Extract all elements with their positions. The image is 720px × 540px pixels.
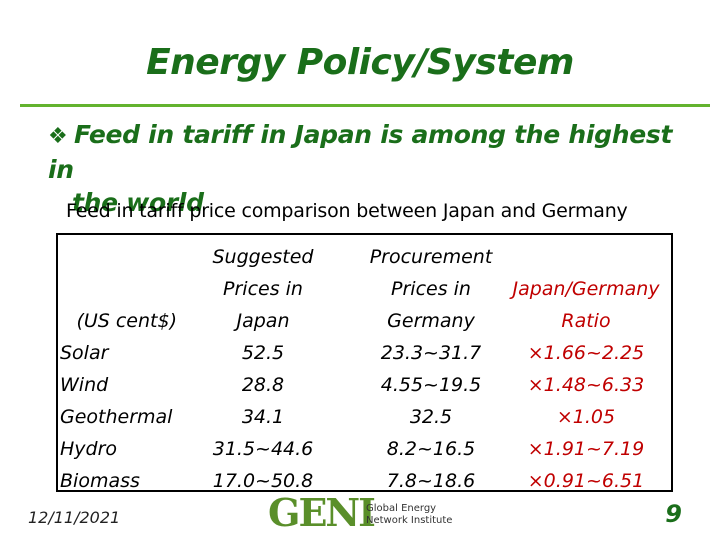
table-caption: Feed in tariff price comparison between … <box>66 200 628 222</box>
tariff-comparison-table: (US cent$) Solar Wind Geothermal Hydro B… <box>56 233 673 492</box>
japan-price-cell: 28.8 <box>241 374 285 396</box>
bullet-line-2: the world <box>72 188 204 217</box>
ratio-cell: ×1.66~2.25 <box>527 342 645 364</box>
germany-price-cell: 4.55~19.5 <box>380 374 482 396</box>
source-label: Wind <box>60 374 109 396</box>
title-divider <box>20 104 710 107</box>
ratio-cell: ×0.91~6.51 <box>527 470 645 492</box>
germany-price-cell: 7.8~18.6 <box>386 470 476 492</box>
japan-header-line: Japan <box>236 310 290 332</box>
diamond-bullet-icon: ❖ <box>48 124 68 149</box>
germany-header-line: Procurement <box>369 246 493 268</box>
japan-header-line: Prices in <box>223 278 303 300</box>
bullet-point: ❖ Feed in tariff in Japan is among the hi… <box>48 118 688 219</box>
japan-header-line: Suggested <box>212 246 314 268</box>
source-label: Biomass <box>60 470 140 492</box>
geni-logo-mark: GENI <box>268 490 376 535</box>
ratio-cell: ×1.91~7.19 <box>527 438 645 460</box>
ratio-cell: ×1.48~6.33 <box>527 374 645 396</box>
ratio-header-line: Ratio <box>561 310 611 332</box>
bullet-line-1: Feed in tariff in Japan is among the hig… <box>48 120 673 184</box>
japan-price-cell: 52.5 <box>241 342 285 364</box>
germany-price-cell: 8.2~16.5 <box>386 438 476 460</box>
germany-price-cell: 23.3~31.7 <box>380 342 482 364</box>
ratio-cell: ×1.05 <box>556 406 616 428</box>
source-label: Solar <box>60 342 109 364</box>
germany-header-line: Germany <box>387 310 475 332</box>
japan-price-cell: 31.5~44.6 <box>212 438 314 460</box>
slide-title: Energy Policy/System <box>146 42 574 83</box>
logo-line-1: Global Energy <box>366 503 437 514</box>
unit-header: (US cent$) <box>76 310 177 332</box>
source-label: Hydro <box>60 438 118 460</box>
germany-price-column: Procurement Prices in Germany 23.3~31.7 … <box>341 241 521 497</box>
germany-price-cell: 32.5 <box>409 406 453 428</box>
geni-logo-text: Global Energy Network Institute <box>366 503 452 527</box>
japan-price-column: Suggested Prices in Japan 52.5 28.8 34.1… <box>188 241 338 497</box>
source-column: (US cent$) Solar Wind Geothermal Hydro B… <box>60 241 190 497</box>
source-label: Geothermal <box>60 406 173 428</box>
germany-header-line: Prices in <box>391 278 471 300</box>
ratio-header-line: Japan/Germany <box>512 278 660 300</box>
japan-price-cell: 17.0~50.8 <box>212 470 314 492</box>
geni-logo: GENI Global Energy Network Institute <box>268 490 468 535</box>
logo-line-2: Network Institute <box>366 515 453 526</box>
page-number: 9 <box>665 500 682 528</box>
japan-price-cell: 34.1 <box>241 406 285 428</box>
ratio-column: Japan/Germany Ratio ×1.66~2.25 ×1.48~6.3… <box>496 241 676 497</box>
slide-date: 12/11/2021 <box>28 508 121 527</box>
